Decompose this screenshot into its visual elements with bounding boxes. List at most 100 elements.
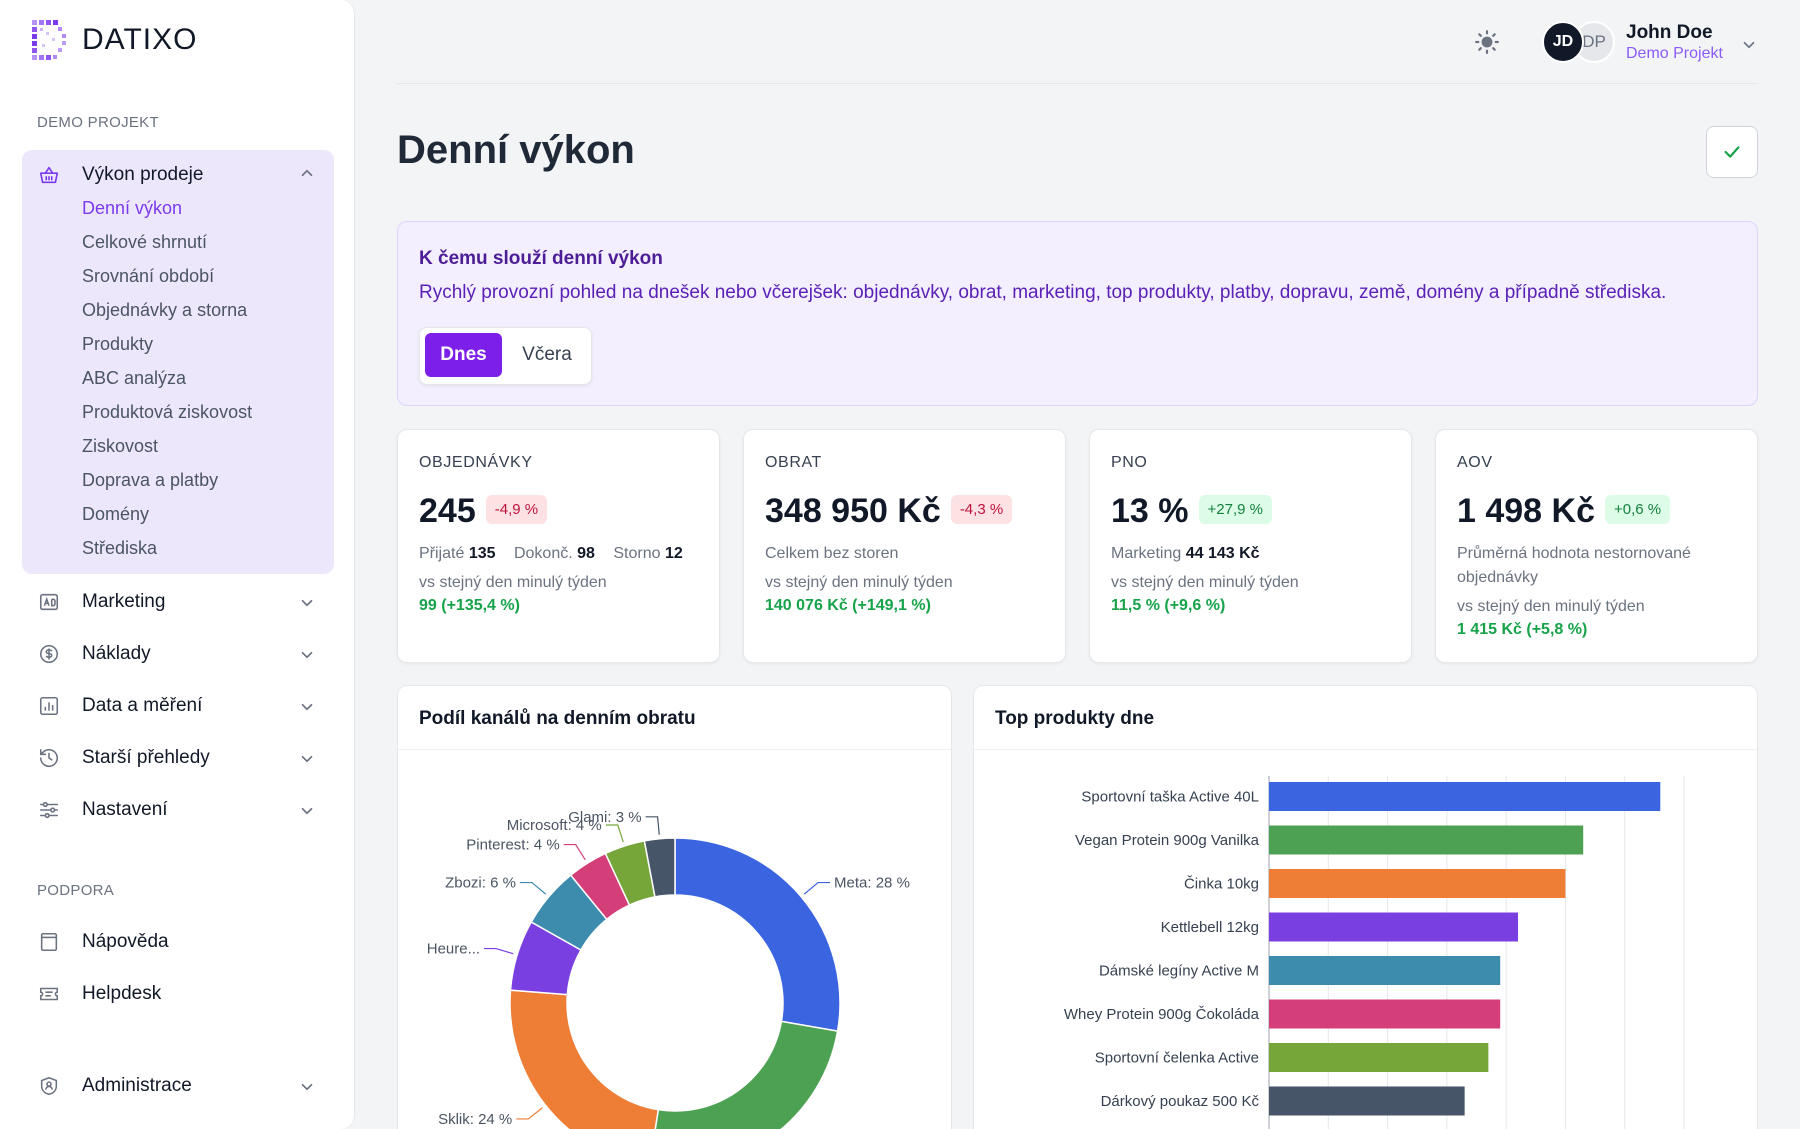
sidebar-item-helpdesk[interactable]: Helpdesk xyxy=(22,972,334,1016)
channel-donut-chart: Meta: 28 % Sklik: 24 % Heure... Zbozi: 6 % P… xyxy=(427,809,910,1129)
kpi-breakdown: Přijaté 135 Dokonč. 98 Storno 12 xyxy=(419,545,683,563)
sidebar-item-abc-analyza[interactable]: ABC analýza xyxy=(82,368,187,388)
sidebar-item-produkty[interactable]: Produkty xyxy=(82,334,154,354)
kpi-compare-value: 140 076 Kč (+149,1 %) xyxy=(765,597,931,614)
info-title: K čemu slouží denní výkon xyxy=(419,248,663,269)
sidebar-item-napoveda[interactable]: Nápověda xyxy=(22,920,334,964)
category-label: Dámské legíny Active M xyxy=(1099,963,1259,980)
sidebar-item-doprava-a-platby[interactable]: Doprava a platby xyxy=(82,470,219,490)
brand-name: DATIXO xyxy=(82,23,198,56)
sidebar-item-srovnani-obdobi[interactable]: Srovnání období xyxy=(82,266,215,286)
sidebar-item-data-a-mereni[interactable]: Data a měření xyxy=(22,684,334,728)
category-label: Dárkový poukaz 500 Kč xyxy=(1101,1093,1260,1110)
change-badge: +0,6 % xyxy=(1605,494,1671,524)
sidebar-item-label: Náklady xyxy=(82,643,151,664)
bar[interactable] xyxy=(1269,869,1566,898)
accepted-label: Přijaté xyxy=(419,545,465,562)
sidebar-item-denni-vykon[interactable]: Denní výkon xyxy=(82,198,183,218)
sun-icon[interactable] xyxy=(1474,29,1500,55)
sidebar-item-marketing[interactable]: Marketing xyxy=(22,580,334,624)
bar[interactable] xyxy=(1269,912,1518,942)
donut-slice-label: Sklik: 24 % xyxy=(438,1111,512,1128)
kpi-card-aov: AOV 1 498 Kč +0,6 % Průměrná hodnota nest… xyxy=(1435,429,1758,663)
donut-slice-meta[interactable] xyxy=(674,837,841,1032)
donut-leader-line xyxy=(563,843,586,861)
donut-slice-label: Zbozi: 6 % xyxy=(445,875,516,892)
done-value: 98 xyxy=(577,545,595,562)
brand-logo[interactable]: DATIXO xyxy=(32,20,197,60)
donut-leader-line xyxy=(645,816,660,835)
sidebar-item-celkove-shrnuti[interactable]: Celkové shrnutí xyxy=(82,232,208,252)
kpi-compare-label: vs stejný den minulý týden xyxy=(419,574,607,591)
check-icon xyxy=(1724,146,1740,158)
chevron-down-icon xyxy=(301,807,313,815)
bar[interactable] xyxy=(1269,956,1501,985)
category-label: Kettlebell 12kg xyxy=(1161,919,1259,936)
donut-slice-label: Meta: 28 % xyxy=(834,875,910,892)
kpi-marketing: Marketing 44 143 Kč xyxy=(1111,545,1260,563)
kpi-value: 348 950 Kč -4,3 % xyxy=(765,492,1013,531)
sidebar-item-starsi-prehledy[interactable]: Starší přehledy xyxy=(22,736,334,780)
sidebar-item-objednavky-a-storna[interactable]: Objednávky a storna xyxy=(82,300,248,320)
sidebar-item-label: Data a měření xyxy=(82,695,203,716)
category-label: Whey Protein 900g Čokoláda xyxy=(1064,1006,1260,1023)
chevron-down-icon[interactable] xyxy=(1740,36,1758,54)
datixo-logo-icon xyxy=(32,20,66,60)
nav-group-label: Výkon prodeje xyxy=(82,164,204,185)
donut-slice-google[interactable] xyxy=(649,1020,839,1129)
sidebar-item-administrace[interactable]: Administrace xyxy=(22,1064,334,1108)
shield-user-icon xyxy=(40,1076,58,1096)
marketing-label: Marketing xyxy=(1111,545,1182,562)
done-label: Dokonč. xyxy=(513,545,573,562)
sidebar-item-ziskovost[interactable]: Ziskovost xyxy=(82,436,159,456)
bar[interactable] xyxy=(1269,1086,1465,1116)
change-badge: +27,9 % xyxy=(1198,494,1272,524)
donut-slice-glami[interactable] xyxy=(643,837,676,898)
category-label: Vegan Protein 900g Vanilka xyxy=(1075,832,1260,849)
donut-slice-sklik[interactable] xyxy=(509,989,660,1129)
chevron-down-icon xyxy=(301,755,313,763)
kpi-label: PNO xyxy=(1111,454,1148,471)
kpi-value-number: 245 xyxy=(419,492,476,530)
top-products-bar-chart: Sportovní taška Active 40L Vegan Protein … xyxy=(1064,776,1685,1129)
kpi-compare-label: vs stejný den minulý týden xyxy=(1111,574,1299,591)
kpi-compare-value: 11,5 % (+9,6 %) xyxy=(1111,597,1226,614)
sidebar-item-label: Administrace xyxy=(82,1075,192,1096)
donut-leader-line xyxy=(484,947,514,955)
sidebar: DATIXO DEMO PROJEKT Výkon prodeje Denní … xyxy=(0,0,355,1129)
category-label: Sportovní taška Active 40L xyxy=(1081,789,1259,806)
sidebar-item-produktova-ziskovost[interactable]: Produktová ziskovost xyxy=(82,402,253,422)
sidebar-item-label: Nastavení xyxy=(82,799,168,820)
chevron-down-icon xyxy=(301,599,313,607)
user-avatar[interactable]: JD xyxy=(1542,21,1584,63)
nav-group-header-vykon-prodeje[interactable]: Výkon prodeje xyxy=(22,150,334,198)
sidebar-item-domeny[interactable]: Domény xyxy=(82,504,150,524)
sidebar-item-strediska[interactable]: Střediska xyxy=(82,538,158,558)
donut-slice-label: Microsoft: 4 % xyxy=(507,817,602,834)
sidebar-item-naklady[interactable]: Náklady xyxy=(22,632,334,676)
dollar-icon xyxy=(39,644,59,664)
confirm-button[interactable] xyxy=(1706,126,1758,178)
kpi-note-line-1: Průměrná hodnota nestornované xyxy=(1457,545,1691,562)
info-box: K čemu slouží denní výkon Rychlý provozn… xyxy=(397,221,1758,406)
kpi-card-orders: OBJEDNÁVKY 245 -4,9 % Přijaté 135 Dokonč.… xyxy=(397,429,720,663)
bar[interactable] xyxy=(1269,999,1501,1029)
day-toggle: Dnes Včera xyxy=(419,327,592,385)
user-name[interactable]: John Doe xyxy=(1626,22,1713,43)
bar[interactable] xyxy=(1269,1043,1489,1072)
toggle-vcera-button[interactable]: Včera xyxy=(522,344,572,365)
category-label: Sportovní čelenka Active xyxy=(1095,1050,1259,1067)
page-title: Denní výkon xyxy=(397,128,635,172)
sidebar-item-nastaveni[interactable]: Nastavení xyxy=(22,788,334,832)
kpi-label: AOV xyxy=(1457,454,1493,471)
channel-share-panel: Podíl kanálů na denním obratu Meta: 28 %… xyxy=(397,685,952,1129)
sidebar-item-label: Starší přehledy xyxy=(82,747,210,768)
ad-icon xyxy=(39,593,59,611)
bar[interactable] xyxy=(1269,782,1661,811)
project-name[interactable]: Demo Projekt xyxy=(1626,45,1723,62)
bar[interactable] xyxy=(1269,825,1584,855)
toggle-dnes-button[interactable]: Dnes xyxy=(425,333,502,377)
chevron-up-icon[interactable] xyxy=(298,164,316,182)
donut-leader-line xyxy=(605,824,624,843)
change-badge: -4,3 % xyxy=(950,494,1013,524)
